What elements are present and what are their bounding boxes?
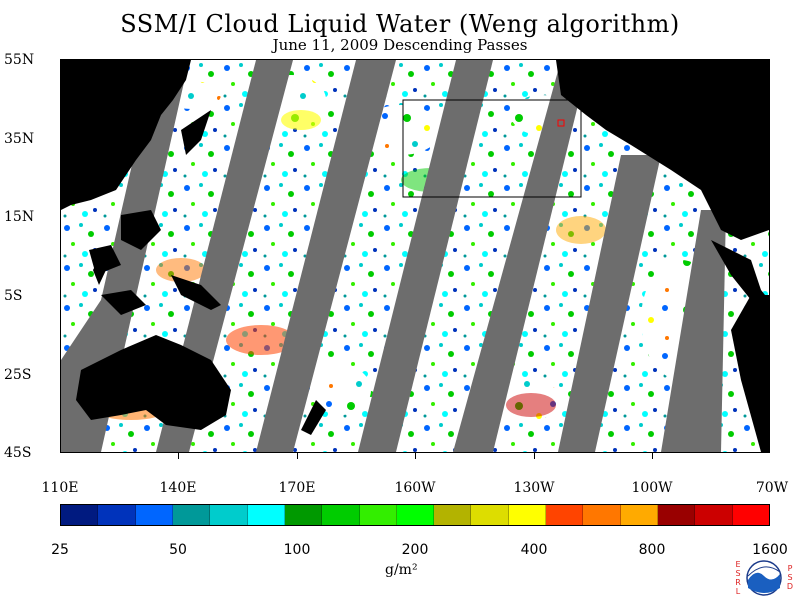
lat-label: 25S [4, 367, 32, 383]
colorbar-swatch [210, 505, 248, 525]
colorbar-swatch [172, 505, 211, 525]
colorbar-label: 200 [401, 542, 429, 558]
lon-label: 100W [631, 480, 673, 496]
colorbar-swatch [508, 505, 547, 525]
lat-label: 35N [4, 131, 35, 147]
colorbar-swatch [620, 505, 658, 525]
map-title: SSM/I Cloud Liquid Water (Weng algorithm… [120, 10, 680, 38]
lon-tick [534, 453, 535, 459]
colorbar-label: 100 [283, 542, 311, 558]
colorbar-swatch [322, 505, 360, 525]
colorbar-swatch [247, 505, 285, 525]
colorbar-swatch [695, 505, 733, 525]
colorbar-label: 800 [638, 542, 666, 558]
color-scale-bar [60, 504, 770, 526]
lon-label: 160W [394, 480, 436, 496]
lon-label: 140E [159, 480, 197, 496]
lon-tick [415, 453, 416, 459]
colorbar-swatch [284, 505, 323, 525]
noaa-logo-graphic [746, 560, 782, 596]
colorbar-swatch [658, 505, 696, 525]
data-gap-swaths [61, 60, 726, 452]
lon-tick [652, 453, 653, 459]
lon-tick [297, 453, 298, 459]
lat-label: 5S [4, 288, 23, 304]
colorbar-swatch [359, 505, 397, 525]
lon-label: 70W [755, 480, 789, 496]
colorbar-label: 400 [520, 542, 548, 558]
cloud-liquid-water-map [60, 59, 770, 453]
colorbar-swatch [546, 505, 584, 525]
colorbar-swatch [396, 505, 435, 525]
colorbar-label: 1600 [752, 542, 788, 558]
lat-label: 55N [4, 52, 35, 68]
map-subtitle: June 11, 2009 Descending Passes [272, 36, 528, 54]
lon-tick [178, 453, 179, 459]
lat-label: 15N [4, 209, 35, 225]
lon-label: 170E [278, 480, 316, 496]
colorbar-swatch [471, 505, 509, 525]
colorbar-label: 25 [51, 542, 69, 558]
colorbar-swatch [98, 505, 136, 525]
colorbar-swatch [732, 505, 769, 525]
map-canvas [61, 60, 769, 452]
lon-label: 110E [41, 480, 79, 496]
colorbar-units: g/m² [385, 562, 418, 578]
colorbar-swatch [434, 505, 472, 525]
colorbar-swatch [583, 505, 621, 525]
lon-label: 130W [513, 480, 555, 496]
colorbar-swatch [61, 505, 99, 525]
colorbar-swatch [135, 505, 173, 525]
colorbar-label: 50 [169, 542, 187, 558]
lat-label: 45S [4, 445, 32, 461]
land-masses [61, 60, 769, 452]
